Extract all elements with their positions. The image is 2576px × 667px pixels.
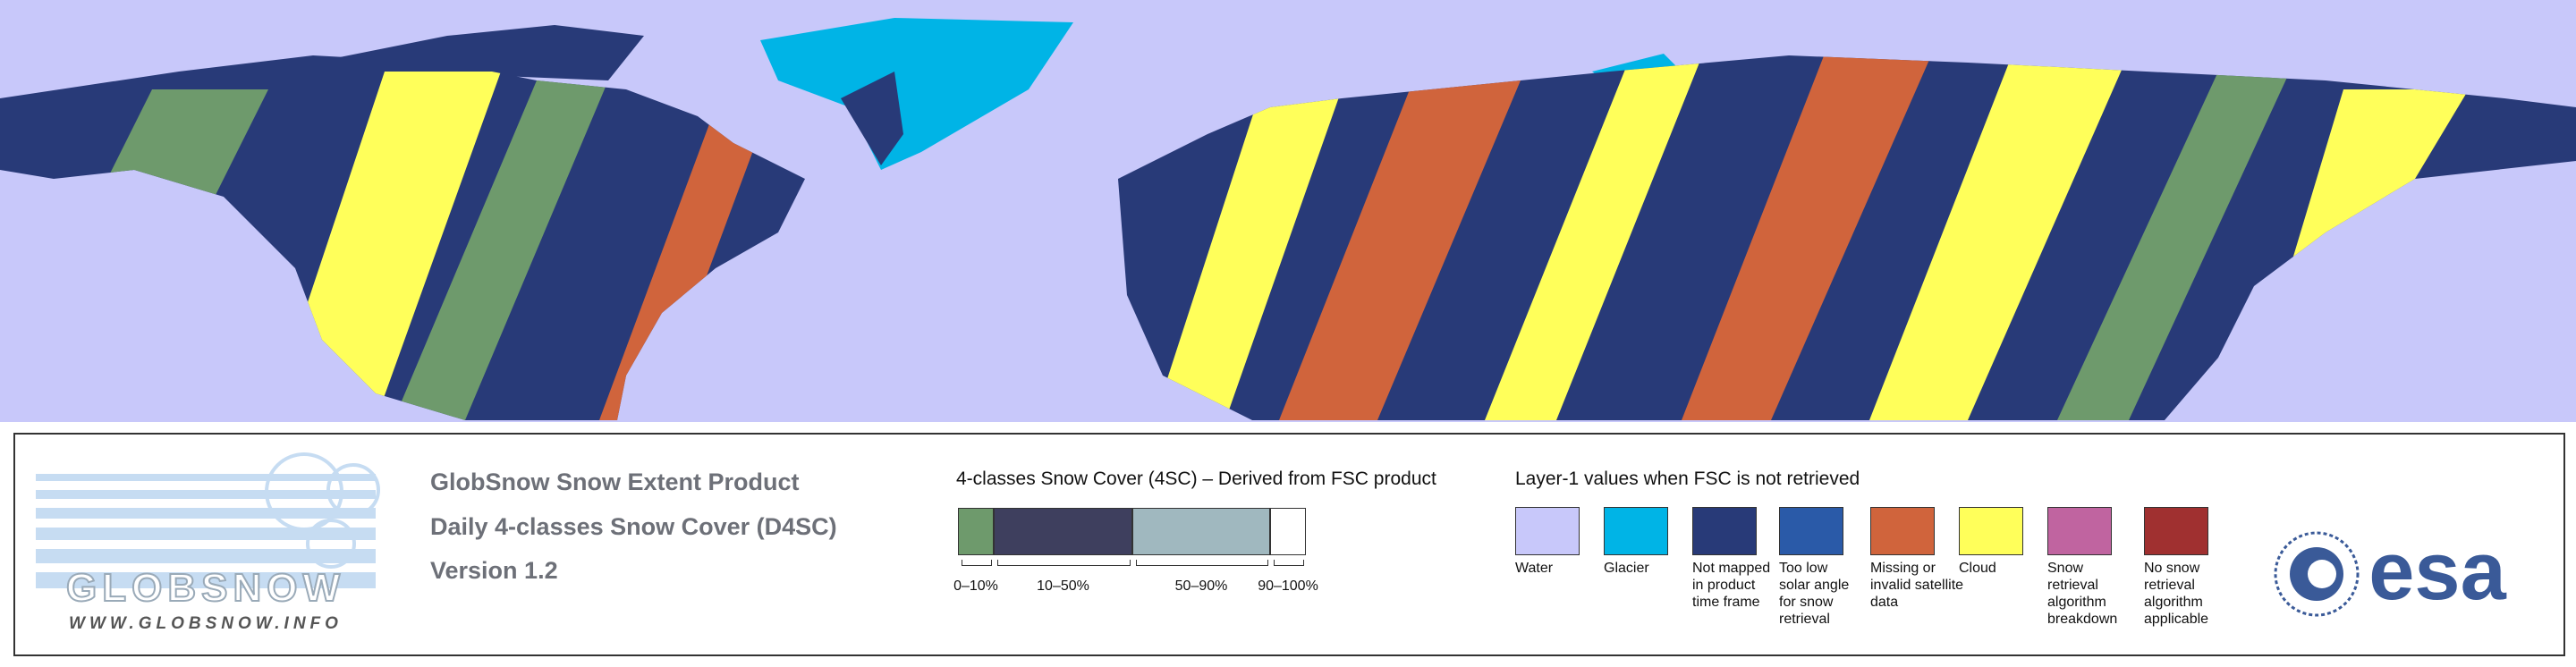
snow-class-swatch: [1270, 508, 1306, 555]
snow-class-bracket: [997, 560, 1131, 566]
snow-map: [0, 0, 2576, 422]
layer1-legend-title: Layer-1 values when FSC is not retrieved: [1515, 469, 1860, 489]
snow-class-swatch: [958, 508, 994, 555]
legend-panel: [13, 433, 2565, 656]
globsnow-logo: GLOBSNOW WWW.GLOBSNOW.INFO: [36, 452, 380, 633]
land: [0, 55, 2576, 420]
esa-logo: esa: [2274, 528, 2507, 617]
snow-class-swatch: [1132, 508, 1270, 555]
layer1-swatch: [1779, 507, 1843, 555]
layer1-swatch: [1604, 507, 1668, 555]
layer1-label: Too low solar angle for snow retrieval: [1779, 561, 1850, 627]
layer1-swatch: [1515, 507, 1580, 555]
product-version: Version 1.2: [430, 557, 558, 584]
layer1-label: Snow retrieval algorithm breakdown: [2047, 561, 2118, 627]
logo-url: WWW.GLOBSNOW.INFO: [69, 614, 343, 633]
layer1-label: Water: [1515, 561, 1554, 576]
logo-name: GLOBSNOW: [66, 566, 345, 610]
esa-wordmark: esa: [2368, 528, 2506, 617]
snow-class-bracket: [1274, 560, 1304, 566]
layer1-label: Missing or invalid satellite data: [1870, 561, 1964, 610]
snow-cover-legend-title: 4-classes Snow Cover (4SC) – Derived fro…: [956, 469, 1436, 489]
layer1-label: Glacier: [1604, 561, 1649, 576]
snow-class-label: 50–90%: [1174, 578, 1228, 594]
snow-class-bracket: [1136, 560, 1268, 566]
snow-class-label: 0–10%: [953, 578, 998, 594]
layer1-swatch: [2144, 507, 2208, 555]
layer1-swatch: [1692, 507, 1757, 555]
product-subtitle: Daily 4-classes Snow Cover (D4SC): [430, 513, 837, 540]
layer1-swatch: [2047, 507, 2112, 555]
product-title: GlobSnow Snow Extent Product: [430, 469, 800, 495]
layer1-swatch: [1959, 507, 2023, 555]
layer1-swatch: [1870, 507, 1935, 555]
snow-class-label: 10–50%: [1037, 578, 1089, 594]
snow-class-bracket: [962, 560, 992, 566]
layer1-label: Cloud: [1959, 561, 1996, 576]
greenland-unmapped: [841, 72, 903, 165]
layer1-label: No snow retrieval algorithm applicable: [2144, 561, 2209, 627]
layer1-label: Not mapped in product time frame: [1692, 561, 1771, 610]
snow-class-swatch: [994, 508, 1132, 555]
greenland: [760, 18, 1073, 170]
snow-class-label: 90–100%: [1258, 578, 1318, 594]
